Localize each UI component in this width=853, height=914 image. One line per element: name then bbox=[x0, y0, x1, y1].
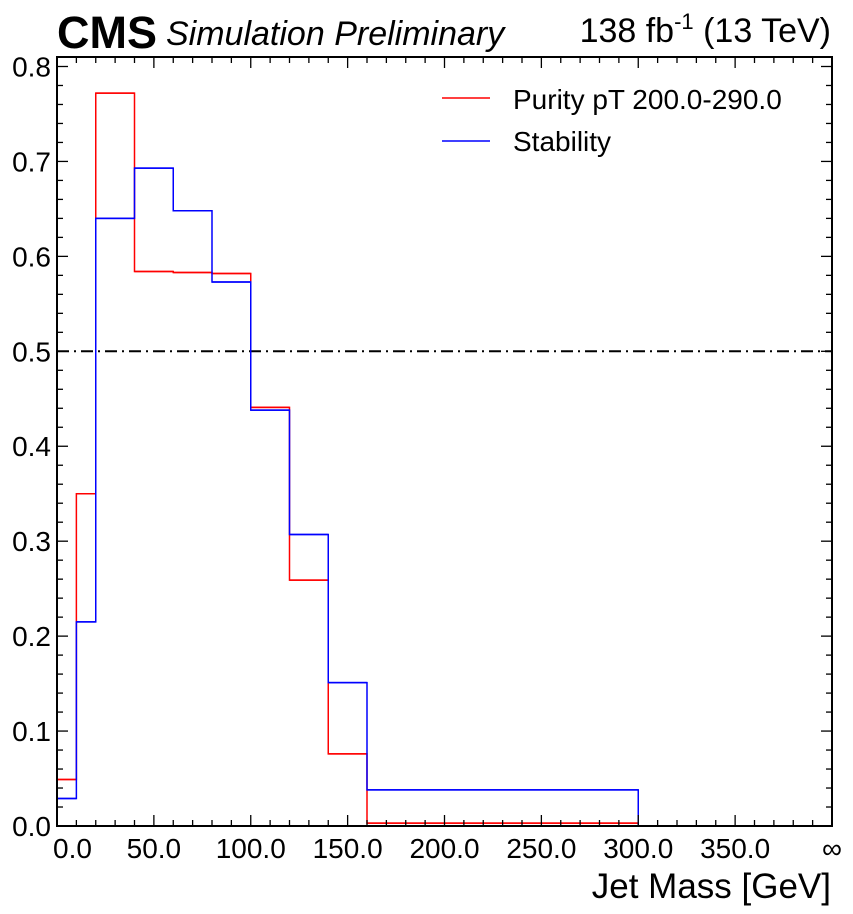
legend-label-stability: Stability bbox=[513, 126, 611, 157]
y-tick-label: 0.0 bbox=[12, 811, 51, 842]
x-tick-label: 0.0 bbox=[53, 833, 92, 864]
y-tick-label: 0.5 bbox=[12, 336, 51, 367]
y-tick-label: 0.6 bbox=[12, 241, 51, 272]
x-axis-label: Jet Mass [GeV] bbox=[592, 867, 831, 906]
x-tick-label: 250.0 bbox=[506, 833, 576, 864]
y-tick-label: 0.1 bbox=[12, 716, 51, 747]
cms-label: CMS bbox=[57, 7, 157, 58]
x-tick-label: 350.0 bbox=[700, 833, 770, 864]
y-tick-labels: 0.0 0.1 0.2 0.3 0.4 0.5 0.6 0.7 0.8 bbox=[12, 51, 51, 842]
x-tick-label: ∞ bbox=[822, 833, 842, 864]
series-stability-step bbox=[56, 167, 639, 826]
lumi-energy: (13 TeV) bbox=[703, 12, 831, 50]
x-tick-label: 50.0 bbox=[127, 833, 182, 864]
plot-frame bbox=[56, 56, 833, 827]
y-tick-label: 0.7 bbox=[12, 146, 51, 177]
y-tick-label: 0.3 bbox=[12, 526, 51, 557]
x-tick-labels: 0.0 50.0 100.0 150.0 200.0 250.0 300.0 350.0 ∞ bbox=[53, 833, 842, 864]
y-tick-label: 0.2 bbox=[12, 621, 51, 652]
status-label: Simulation Preliminary bbox=[166, 15, 506, 53]
series-purity-step bbox=[56, 92, 639, 826]
x-tick-label: 150.0 bbox=[313, 833, 383, 864]
x-tick-label: 100.0 bbox=[216, 833, 286, 864]
lumi-spacer bbox=[694, 12, 703, 50]
legend-label-purity: Purity pT 200.0-290.0 bbox=[513, 84, 782, 115]
lumi-exponent: -1 bbox=[674, 9, 694, 34]
x-tick-label: 300.0 bbox=[603, 833, 673, 864]
x-tick-label: 200.0 bbox=[409, 833, 479, 864]
y-tick-label: 0.8 bbox=[12, 51, 51, 82]
lumi-label: 138 fb-1 (13 TeV) bbox=[580, 9, 831, 50]
legend: Purity pT 200.0-290.0 Stability bbox=[442, 84, 782, 157]
series-group bbox=[56, 92, 639, 826]
lumi-value: 138 fb bbox=[580, 12, 675, 50]
plot-area bbox=[56, 92, 832, 826]
y-tick-label: 0.4 bbox=[12, 431, 51, 462]
